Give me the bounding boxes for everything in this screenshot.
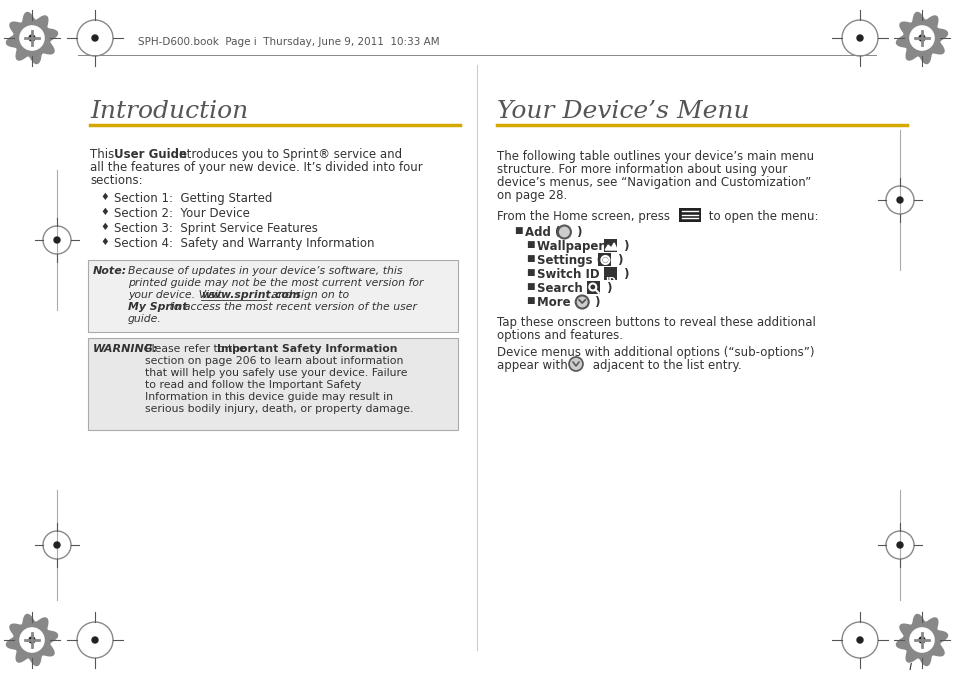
Text: ): ) bbox=[591, 296, 600, 309]
Circle shape bbox=[29, 637, 35, 643]
Text: i: i bbox=[907, 660, 911, 673]
Circle shape bbox=[856, 637, 862, 643]
Text: device’s menus, see “Navigation and Customization”: device’s menus, see “Navigation and Cust… bbox=[497, 176, 810, 189]
Text: Please refer to the: Please refer to the bbox=[145, 344, 249, 354]
Text: Section 2:  Your Device: Section 2: Your Device bbox=[113, 207, 250, 220]
Text: structure. For more information about using your: structure. For more information about us… bbox=[497, 163, 786, 176]
Text: Note:: Note: bbox=[92, 266, 127, 276]
Text: Tap these onscreen buttons to reveal these additional: Tap these onscreen buttons to reveal the… bbox=[497, 316, 815, 329]
Text: Important Safety Information: Important Safety Information bbox=[216, 344, 397, 354]
Text: to read and follow the Important Safety: to read and follow the Important Safety bbox=[145, 380, 361, 390]
Text: ♦: ♦ bbox=[100, 207, 109, 217]
Text: that will help you safely use your device. Failure: that will help you safely use your devic… bbox=[145, 368, 407, 378]
Text: Section 3:  Sprint Service Features: Section 3: Sprint Service Features bbox=[113, 222, 317, 235]
Text: printed guide may not be the most current version for: printed guide may not be the most curren… bbox=[128, 278, 423, 288]
Text: User Guide: User Guide bbox=[113, 148, 187, 161]
Text: Device menus with additional options (“sub-options”): Device menus with additional options (“s… bbox=[497, 346, 814, 359]
Circle shape bbox=[20, 26, 44, 50]
Text: Wallpaper (: Wallpaper ( bbox=[537, 240, 613, 253]
Polygon shape bbox=[7, 614, 57, 666]
Text: The following table outlines your device’s main menu: The following table outlines your device… bbox=[497, 150, 813, 163]
Circle shape bbox=[918, 637, 924, 643]
Text: Introduction: Introduction bbox=[90, 100, 248, 123]
Text: ■: ■ bbox=[526, 240, 538, 249]
Text: and sign on to: and sign on to bbox=[268, 290, 353, 300]
Text: ♦: ♦ bbox=[100, 237, 109, 247]
Circle shape bbox=[29, 35, 35, 41]
Polygon shape bbox=[896, 614, 946, 666]
Text: ■: ■ bbox=[526, 282, 538, 291]
Text: Add (: Add ( bbox=[524, 226, 559, 239]
Circle shape bbox=[909, 628, 933, 652]
Text: Information in this device guide may result in: Information in this device guide may res… bbox=[145, 392, 393, 402]
Text: to access the most recent version of the user: to access the most recent version of the… bbox=[166, 302, 416, 312]
Text: ): ) bbox=[619, 240, 629, 253]
Text: guide.: guide. bbox=[128, 314, 162, 324]
Text: options and features.: options and features. bbox=[497, 329, 622, 342]
Text: ♦: ♦ bbox=[100, 222, 109, 232]
Text: ■: ■ bbox=[526, 254, 538, 263]
Text: section on page 206 to learn about information: section on page 206 to learn about infor… bbox=[145, 356, 403, 366]
Polygon shape bbox=[896, 12, 946, 63]
Text: ■: ■ bbox=[515, 226, 526, 235]
Text: Search (: Search ( bbox=[537, 282, 592, 295]
Text: to open the menu:: to open the menu: bbox=[704, 210, 818, 223]
Circle shape bbox=[20, 628, 44, 652]
Text: ): ) bbox=[614, 254, 623, 267]
Text: Settings (: Settings ( bbox=[537, 254, 601, 267]
Text: Switch ID (: Switch ID ( bbox=[537, 268, 608, 281]
Circle shape bbox=[896, 197, 902, 203]
Circle shape bbox=[558, 226, 570, 239]
Circle shape bbox=[91, 35, 98, 41]
Text: ): ) bbox=[602, 282, 612, 295]
Text: www.sprint.com: www.sprint.com bbox=[201, 290, 300, 300]
Text: SPH-D600.book  Page i  Thursday, June 9, 2011  10:33 AM: SPH-D600.book Page i Thursday, June 9, 2… bbox=[138, 37, 439, 47]
Text: ♦: ♦ bbox=[100, 192, 109, 202]
Text: More (: More ( bbox=[537, 296, 579, 309]
FancyBboxPatch shape bbox=[88, 338, 457, 430]
Circle shape bbox=[54, 237, 60, 243]
Text: From the Home screen, press: From the Home screen, press bbox=[497, 210, 669, 223]
Text: This: This bbox=[90, 148, 118, 161]
FancyBboxPatch shape bbox=[586, 281, 599, 294]
Text: Because of updates in your device’s software, this: Because of updates in your device’s soft… bbox=[128, 266, 402, 276]
Text: ■: ■ bbox=[526, 268, 538, 277]
Text: My Sprint: My Sprint bbox=[128, 302, 188, 312]
Circle shape bbox=[568, 357, 582, 371]
Polygon shape bbox=[7, 12, 57, 63]
Circle shape bbox=[54, 542, 60, 548]
FancyBboxPatch shape bbox=[679, 208, 700, 222]
Circle shape bbox=[602, 258, 607, 262]
Text: Your Device’s Menu: Your Device’s Menu bbox=[497, 100, 749, 123]
Text: ■: ■ bbox=[526, 296, 538, 305]
FancyBboxPatch shape bbox=[88, 260, 457, 332]
Text: your device. Visit: your device. Visit bbox=[128, 290, 225, 300]
FancyBboxPatch shape bbox=[603, 267, 617, 280]
Text: WARNING:: WARNING: bbox=[92, 344, 158, 354]
Text: ): ) bbox=[619, 268, 629, 281]
Text: introduces you to Sprint® service and: introduces you to Sprint® service and bbox=[172, 148, 402, 161]
Text: on page 28.: on page 28. bbox=[497, 189, 567, 202]
FancyBboxPatch shape bbox=[603, 239, 617, 252]
Circle shape bbox=[575, 295, 588, 308]
Circle shape bbox=[91, 637, 98, 643]
FancyBboxPatch shape bbox=[598, 253, 611, 266]
Circle shape bbox=[896, 542, 902, 548]
Text: ID: ID bbox=[604, 277, 616, 286]
Circle shape bbox=[909, 26, 933, 50]
Text: Section 4:  Safety and Warranty Information: Section 4: Safety and Warranty Informati… bbox=[113, 237, 375, 250]
Text: sections:: sections: bbox=[90, 174, 143, 187]
Text: serious bodily injury, death, or property damage.: serious bodily injury, death, or propert… bbox=[145, 404, 413, 414]
Text: appear with: appear with bbox=[497, 359, 567, 372]
Text: all the features of your new device. It’s divided into four: all the features of your new device. It’… bbox=[90, 161, 422, 174]
Circle shape bbox=[856, 35, 862, 41]
Text: adjacent to the list entry.: adjacent to the list entry. bbox=[588, 359, 740, 372]
Polygon shape bbox=[604, 243, 617, 250]
Text: Section 1:  Getting Started: Section 1: Getting Started bbox=[113, 192, 273, 205]
Text: ): ) bbox=[573, 226, 582, 239]
Circle shape bbox=[918, 35, 924, 41]
